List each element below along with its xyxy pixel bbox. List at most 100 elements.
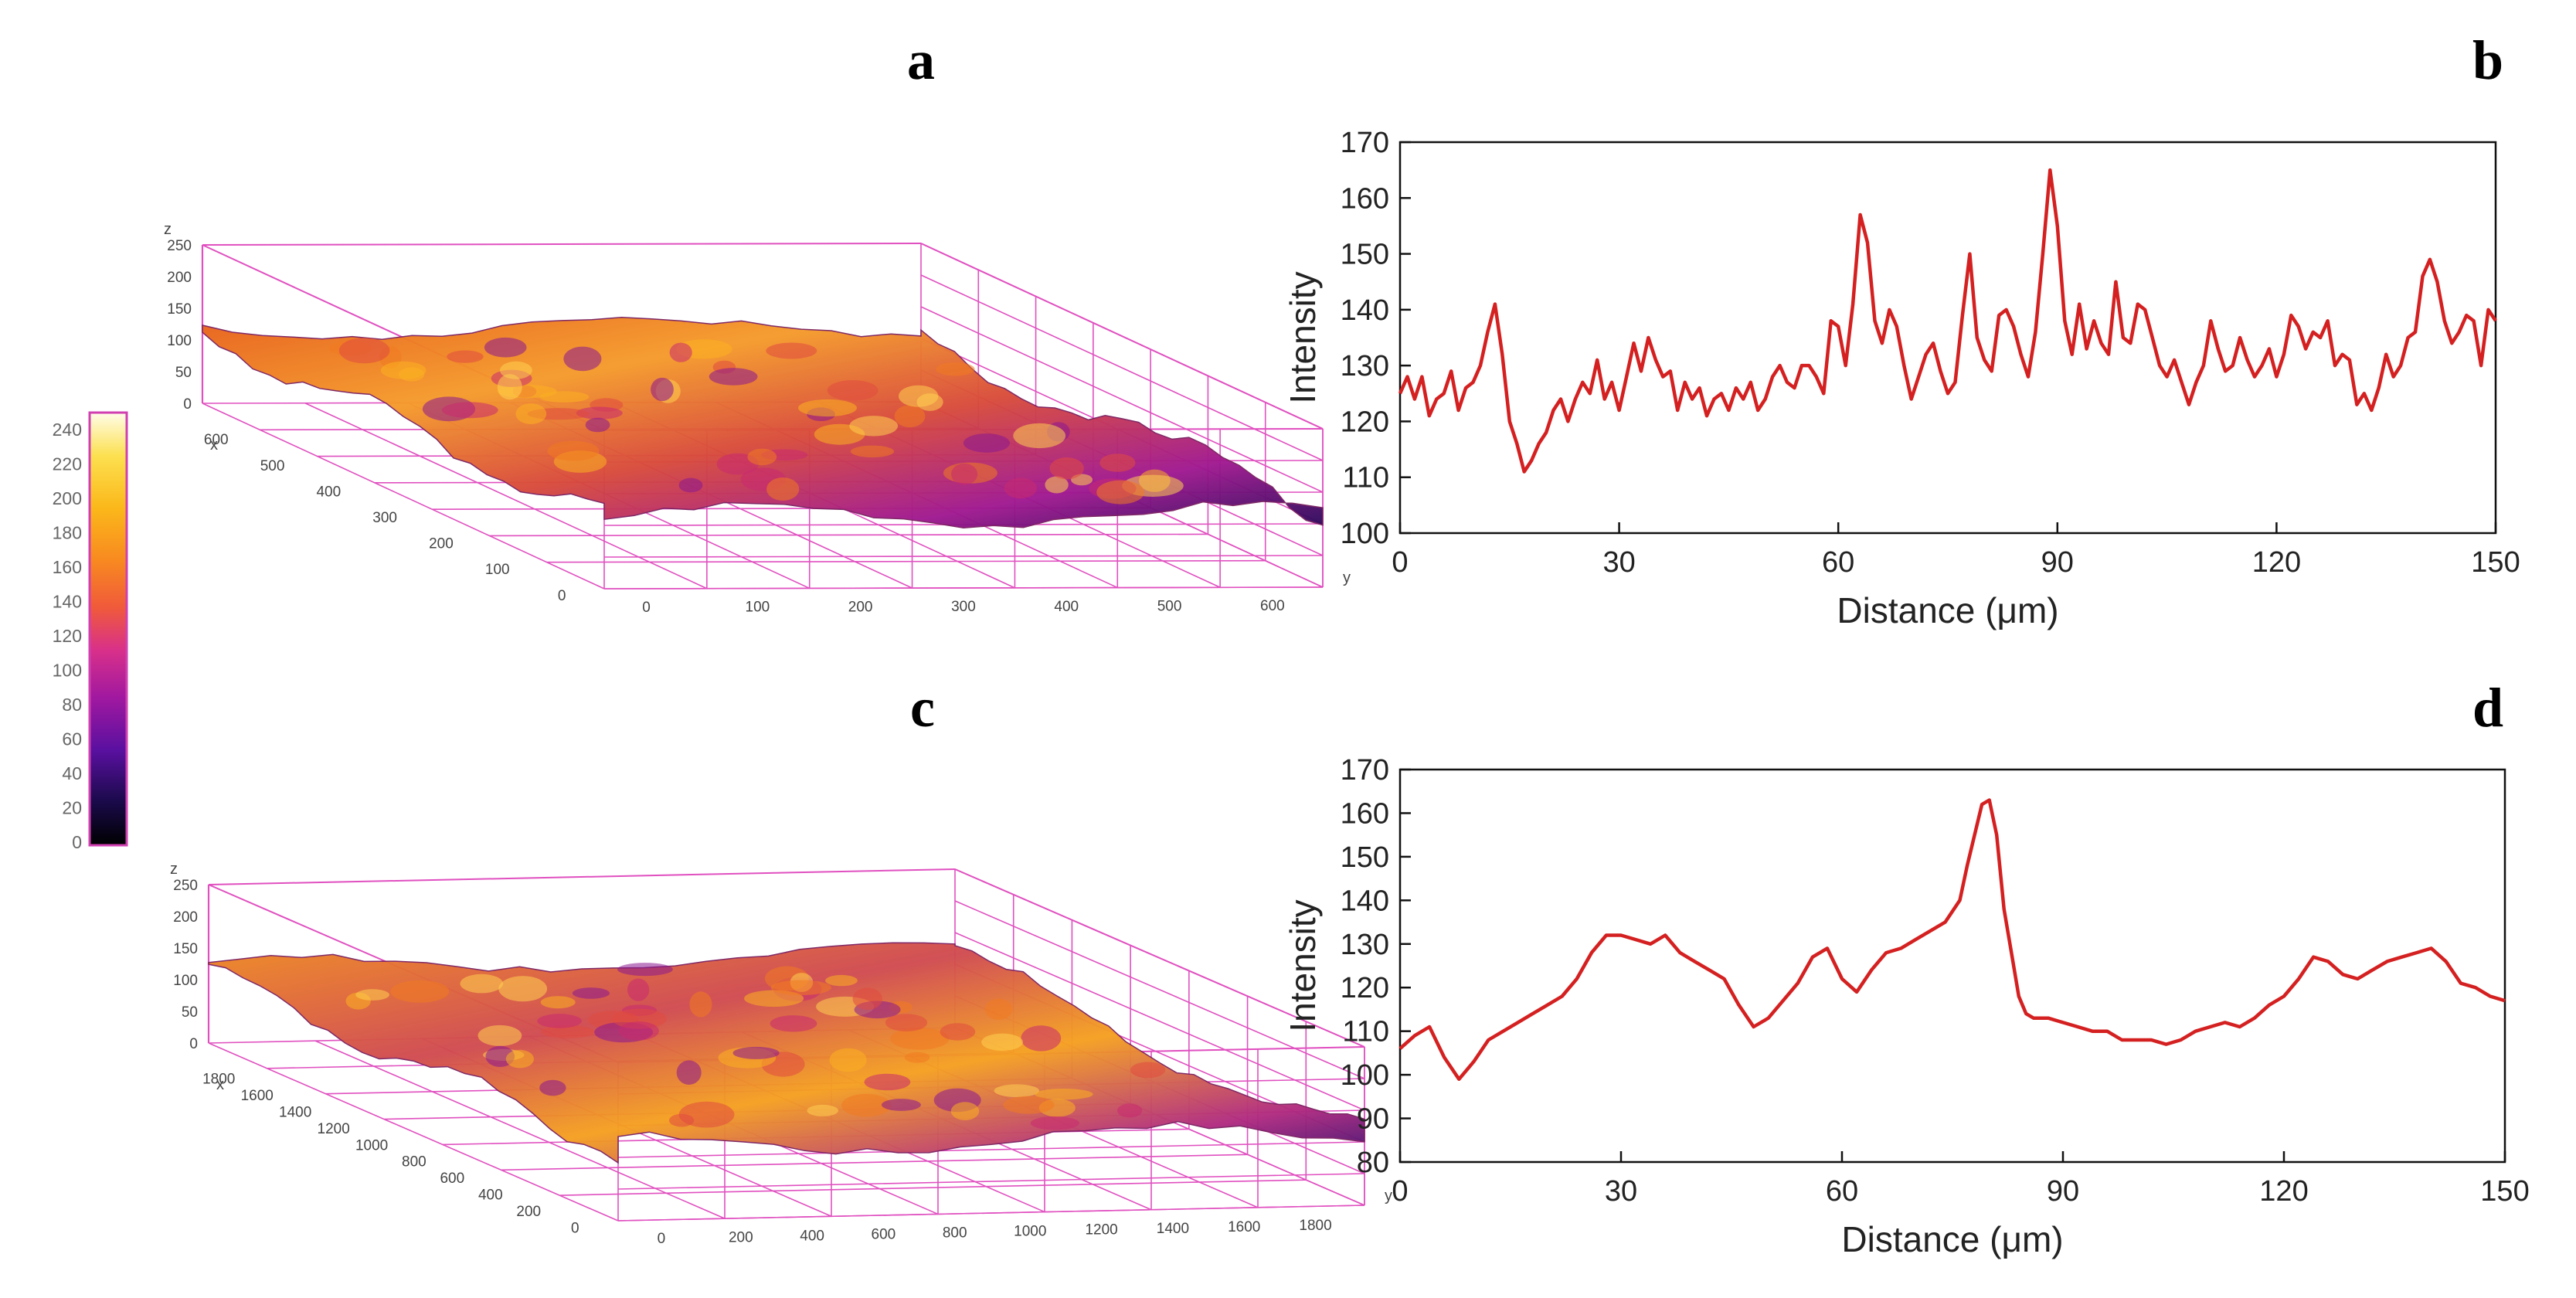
z-tick-label: 150 [173,941,198,957]
y-tick-label: 200 [729,1229,753,1245]
surface-bump [539,1079,566,1096]
colorbar-ticks: 0 20 40 60 80 100 120 140 160 180 200 220 240 [53,420,82,852]
floor-grid-line [546,559,1266,563]
surface-bump [460,974,504,994]
y-tick-label: 1400 [1157,1221,1189,1237]
surface-bump [505,1049,535,1069]
surface-bump [829,1048,867,1072]
floor-grid-line [208,1042,619,1222]
colorbar-tick-label: 240 [53,420,82,440]
y-tick-label: 110 [1342,462,1389,494]
x-tick-label: 0 [1392,546,1408,579]
y-tick-label: 1200 [1085,1222,1117,1239]
z-tick-label: 200 [173,909,198,926]
floor-grid-line [489,533,1208,537]
z-axis-label: z [170,861,178,878]
surface-bump [994,1084,1040,1097]
surface-bump [500,361,532,379]
z-tick-label: 250 [173,878,198,894]
colorbar-ramp [88,411,128,847]
surface-bump [447,350,484,363]
surface-bump [798,399,857,417]
surface-bump [618,1021,659,1041]
surface-bump [885,1014,928,1031]
surface-plot-c: 250200150100500z180016001400120010008006… [170,861,1392,1247]
surface-bump [1035,1089,1093,1100]
surface-bump [585,417,610,433]
y-axis-label: Intensity [1283,899,1323,1031]
y-tick-label: 100 [746,600,770,616]
surface-bump [904,1052,930,1063]
surface-bump [864,1073,911,1091]
colorbar-tick-label: 180 [53,523,82,543]
panel-letter-a: a [907,29,935,91]
y-tick-label: 140 [1341,885,1389,917]
intensity-line-series [1398,168,2497,474]
z-axis-label: z [164,221,172,238]
x-tick-label: 200 [429,536,454,552]
surface-bump [1099,454,1136,472]
x-tick-label: 120 [2259,1175,2308,1208]
y-tick-label: 160 [1341,182,1389,215]
x-tick-label: 30 [1605,1175,1637,1208]
y-tick-label: 800 [943,1225,967,1242]
z-tick-label: 0 [189,1036,198,1052]
surface-bump [770,980,831,996]
surface-bump [390,980,450,1003]
surface-bump [1049,457,1084,480]
floor-grid-line [202,403,605,590]
y-tick-label: 100 [1341,1059,1389,1092]
surface-bump [825,974,858,987]
back-wall-grid-line [617,1141,1365,1158]
back-wall-grid-line [603,586,1324,590]
surface-bump [766,342,817,359]
surface-bump [963,433,1011,453]
colorbar-tick-label: 200 [53,488,82,508]
colorbar-tick-label: 100 [53,661,82,681]
x-axis-label: x [216,1076,224,1093]
back-wall-grid-line [920,306,1324,493]
surface-bump [916,393,943,411]
y-tick-label: 300 [951,599,976,615]
surface-bump [936,362,975,376]
surface-bump [380,361,427,379]
back-wall-grid-line [603,555,1324,558]
y-axis-label: y [1385,1188,1392,1205]
surface-bump [951,463,978,485]
surface-bump [676,1060,702,1085]
surface-bump [1004,477,1038,499]
surface-bump [338,338,390,364]
surface-bump [1030,1116,1079,1130]
panel-letter-d: d [2472,677,2503,739]
surface-bump [770,1015,817,1032]
plot-frame [1398,768,2506,1164]
surface-bump [617,963,673,977]
x-tick-label: 200 [516,1204,541,1220]
x-tick-label: 0 [1392,1175,1408,1208]
x-tick-label: 60 [1822,546,1854,579]
surface-bump [497,374,522,400]
z-tick-label: 150 [167,301,192,318]
z-tick-label: 50 [182,1004,198,1021]
y-tick-label: 170 [1341,127,1389,159]
back-wall-grid-line [954,932,1365,1111]
x-tick-label: 120 [2252,546,2301,579]
surface-bump [498,976,548,1002]
z-tick-label: 50 [175,365,192,381]
surface-bump [890,1028,950,1050]
y-tick-label: 500 [1157,598,1182,614]
surface-bump [537,1014,582,1028]
surface-bump [539,391,590,403]
surface-bump [709,368,758,386]
y-tick-label: 110 [1342,1016,1389,1048]
colorbar-tick-label: 160 [53,557,82,577]
surface-bump [807,1104,838,1116]
surface-bump [950,1102,980,1120]
back-wall-grid-line [617,1173,1365,1190]
surface-bump [766,477,800,501]
x-axis-label: Distance (μm) [1841,1219,2063,1259]
x-tick-label: 100 [485,562,510,578]
back-wall-grid-line [617,1205,1365,1222]
surface-bump [894,405,926,428]
surface-bump [576,406,623,420]
